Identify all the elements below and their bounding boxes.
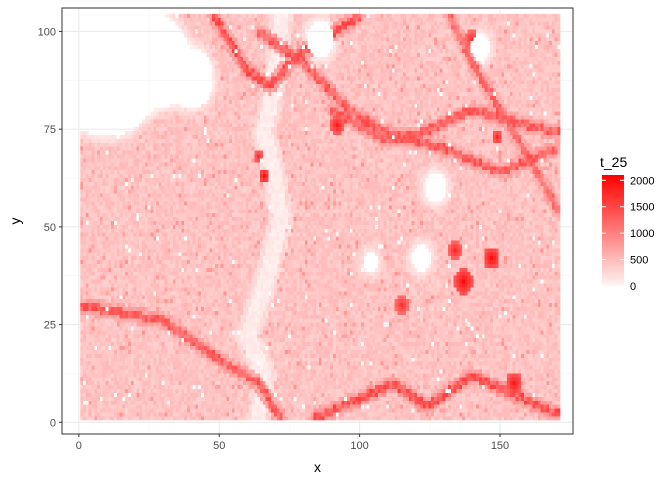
legend-ticks: 0 500 1000 1500 2000	[602, 175, 654, 293]
panel-border	[61, 7, 574, 435]
x-tick-label-2: 100	[350, 440, 368, 452]
x-axis-title: x	[314, 459, 321, 475]
legend-title: t_25	[600, 154, 627, 170]
legend-colorbar	[602, 175, 624, 286]
legend-label-4: 2000	[630, 175, 654, 187]
plot-panel	[61, 7, 574, 435]
y-axis-ticks: 0 25 50 75 100	[38, 26, 62, 429]
legend: t_25 0 500 1000 1500 2000	[600, 154, 654, 293]
y-tick-label-4: 100	[38, 26, 56, 38]
legend-label-1: 500	[630, 255, 648, 267]
legend-label-0: 0	[630, 281, 636, 293]
y-tick-label-1: 25	[44, 320, 56, 332]
legend-label-3: 1500	[630, 202, 654, 214]
legend-label-2: 1000	[630, 228, 654, 240]
x-axis-ticks: 0 50 100 150	[76, 434, 509, 452]
x-tick-label-0: 0	[76, 440, 82, 452]
y-tick-label-2: 50	[44, 222, 56, 234]
y-tick-label-0: 0	[50, 417, 56, 429]
raster-tiles	[80, 13, 561, 421]
y-axis-title: y	[7, 218, 23, 225]
y-tick-label-3: 75	[44, 124, 56, 136]
x-tick-label-1: 50	[213, 440, 225, 452]
x-tick-label-3: 150	[491, 440, 509, 452]
